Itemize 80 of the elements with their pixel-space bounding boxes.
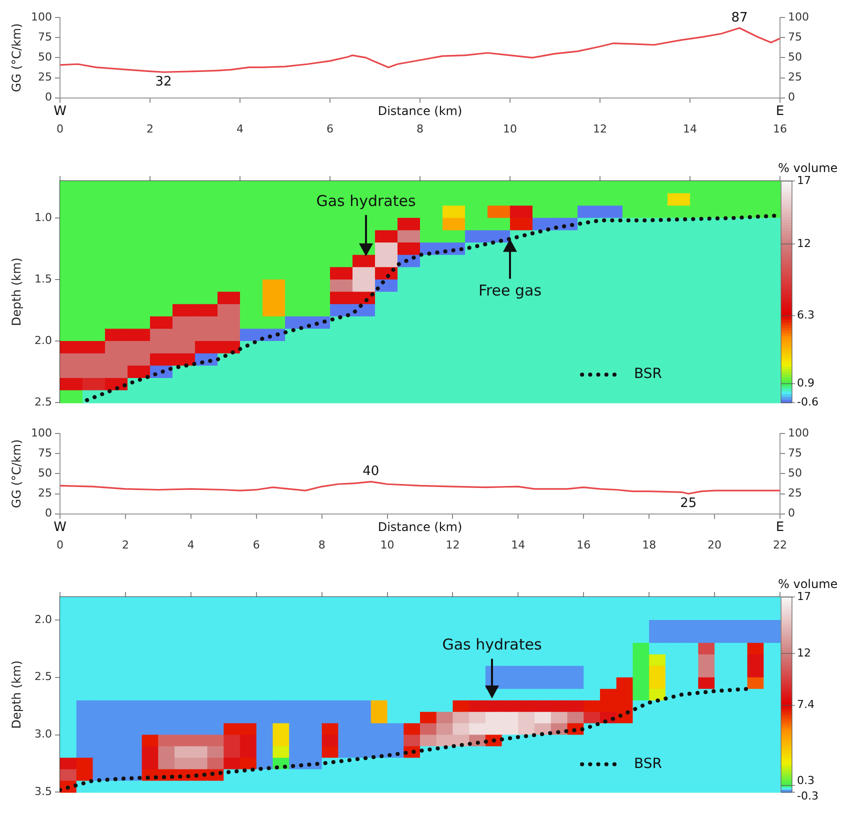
text: E xyxy=(776,104,784,120)
y2-tick-label: 25 xyxy=(788,486,802,500)
y-tick-label: 2.0 xyxy=(34,334,52,347)
color-bar-label: 6.3 xyxy=(797,308,814,322)
y2-tick-label: 100 xyxy=(788,426,809,440)
x-tick-label: 14 xyxy=(683,122,697,136)
color-bar-label: -0.3 xyxy=(797,789,818,802)
y-tick-label: 3.0 xyxy=(34,728,52,741)
x-tick-label: 6 xyxy=(252,538,260,552)
y2-tick-label: 75 xyxy=(788,30,802,44)
y-axis-title: Depth (km) xyxy=(9,660,24,729)
color-bar-label: 0.3 xyxy=(797,774,814,787)
color-bar-label: 7.4 xyxy=(797,698,814,712)
y-axis-title: GG (°C/km) xyxy=(9,439,24,508)
y-tick-label: 3.5 xyxy=(34,785,52,798)
y-tick-label: 2.5 xyxy=(34,670,52,684)
y-tick-label: 25 xyxy=(38,70,52,84)
x-tick-label: 14 xyxy=(511,538,526,552)
annotation: Gas hydrates xyxy=(316,192,416,210)
annotation: 32 xyxy=(155,74,172,90)
text: E xyxy=(776,520,784,536)
y-tick-label: 100 xyxy=(31,10,52,24)
x-tick-label: 8 xyxy=(416,122,424,136)
x-tick-label: 4 xyxy=(187,538,194,552)
y2-tick-label: 50 xyxy=(788,50,802,64)
x-tick-label: 8 xyxy=(318,538,326,552)
color-bar-label: 12 xyxy=(797,646,811,660)
legend-label: BSR xyxy=(634,756,662,772)
y2-tick-label: 0 xyxy=(788,90,795,104)
color-bar-label: -0.6 xyxy=(797,395,818,408)
y-tick-label: 1.0 xyxy=(34,210,52,224)
text: W xyxy=(54,520,67,536)
x-tick-label: 2 xyxy=(146,122,154,136)
x-tick-label: 10 xyxy=(380,538,394,552)
x-tick-label: 6 xyxy=(326,122,334,136)
y-tick-label: 75 xyxy=(38,446,52,460)
x-tick-label: 16 xyxy=(773,122,787,136)
x-tick-label: 16 xyxy=(576,538,591,552)
annotation: Free gas xyxy=(478,282,542,300)
color-bar-label: 17 xyxy=(797,590,811,603)
y-tick-label: 2.5 xyxy=(34,395,52,408)
annotation: 25 xyxy=(680,496,697,512)
x-axis-title: Distance (km) xyxy=(378,104,462,118)
y-axis-title: GG (°C/km) xyxy=(9,23,24,92)
y2-tick-label: 0 xyxy=(788,506,795,520)
y-tick-label: 100 xyxy=(31,426,52,440)
x-tick-label: 12 xyxy=(593,122,607,136)
annotation: 87 xyxy=(731,10,748,26)
legend-label: BSR xyxy=(634,366,662,382)
x-axis-title: Distance (km) xyxy=(378,520,462,534)
x-tick-label: 12 xyxy=(446,538,460,552)
y-tick-label: 0 xyxy=(45,90,52,104)
text: W xyxy=(54,104,67,120)
y-tick-label: 2.0 xyxy=(34,612,52,626)
x-tick-label: 10 xyxy=(503,122,517,136)
x-tick-label: 4 xyxy=(236,122,244,136)
x-tick-label: 22 xyxy=(773,538,787,552)
x-tick-label: 2 xyxy=(122,538,129,552)
y-tick-label: 0 xyxy=(45,506,52,520)
color-bar-label: 12 xyxy=(797,236,811,250)
x-tick-label: 0 xyxy=(56,122,64,136)
x-tick-label: 0 xyxy=(56,538,64,552)
annotation: 40 xyxy=(362,464,380,480)
y-tick-label: 75 xyxy=(38,30,52,44)
annotation: Gas hydrates xyxy=(442,636,542,654)
y-tick-label: 1.5 xyxy=(34,272,52,286)
x-tick-label: 18 xyxy=(642,538,656,552)
color-bar-label: 17 xyxy=(797,174,811,187)
y-tick-label: 50 xyxy=(38,466,52,480)
x-tick-label: 20 xyxy=(708,538,722,552)
y2-tick-label: 75 xyxy=(788,446,802,460)
y-tick-label: 50 xyxy=(38,50,52,64)
color-bar-title: % volume xyxy=(778,577,838,592)
y-axis-title: Depth (km) xyxy=(9,258,24,326)
color-bar-title: % volume xyxy=(778,161,838,176)
y-tick-label: 25 xyxy=(38,486,52,500)
y2-tick-label: 50 xyxy=(788,466,802,480)
y2-tick-label: 25 xyxy=(788,70,802,84)
color-bar-label: 0.9 xyxy=(797,376,814,390)
y2-tick-label: 100 xyxy=(788,10,809,24)
